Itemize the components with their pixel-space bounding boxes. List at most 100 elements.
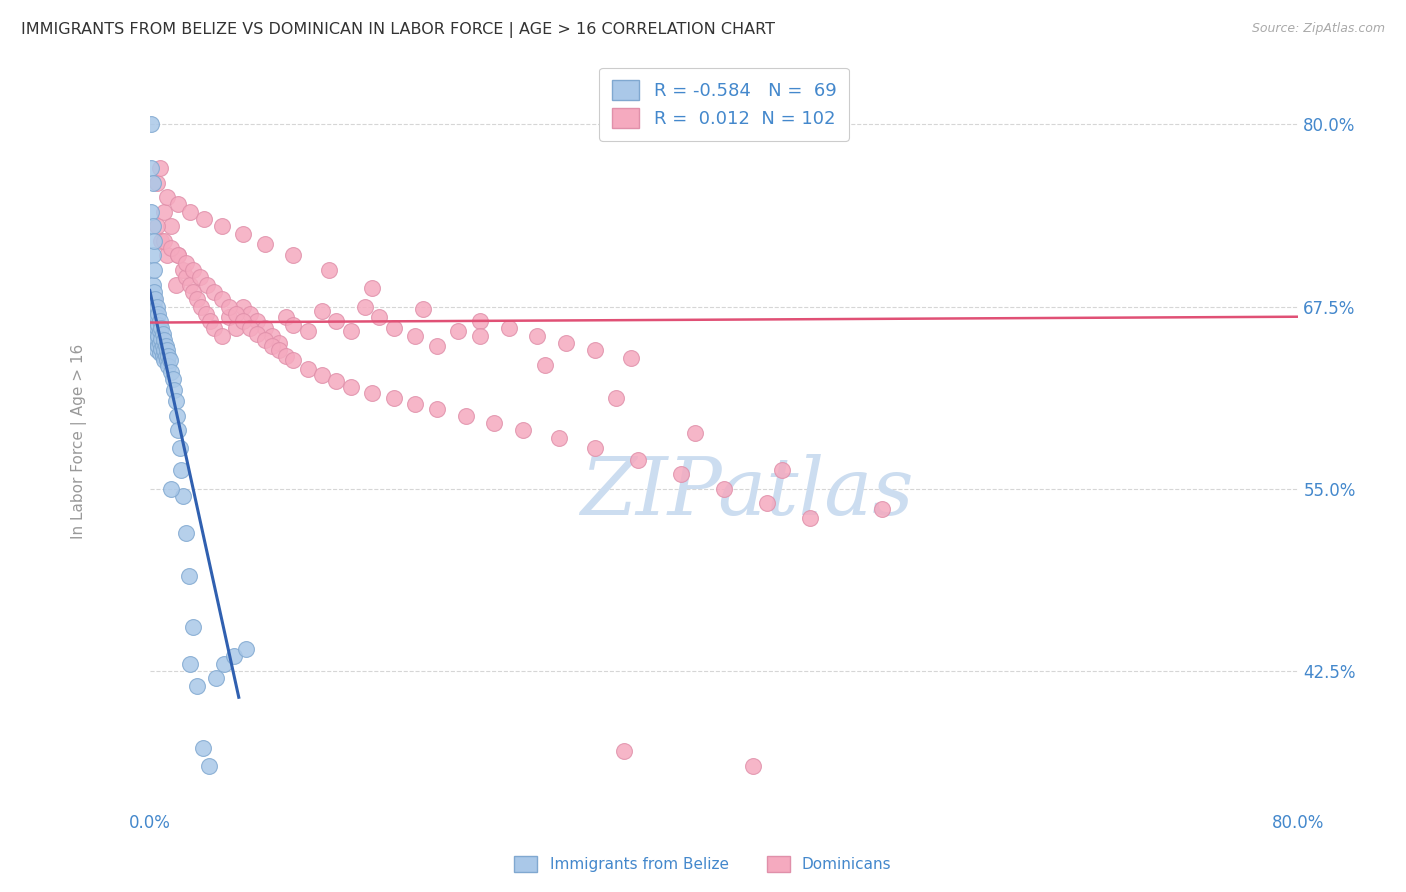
Point [583, 343, 606, 358]
Point [239, 321, 262, 335]
Point [669, 467, 692, 482]
Point [232, 314, 254, 328]
Point [143, 263, 166, 277]
Point [297, 362, 319, 376]
Point [620, 351, 643, 365]
Legend: R = -0.584   N =  69, R =  0.012  N = 102: R = -0.584 N = 69, R = 0.012 N = 102 [599, 68, 849, 141]
Point [152, 339, 174, 353]
Point [267, 343, 290, 358]
Point [870, 502, 893, 516]
Point [181, 620, 204, 634]
Point [149, 335, 172, 350]
Point [146, 219, 169, 234]
Point [153, 333, 176, 347]
Point [167, 424, 190, 438]
Point [613, 744, 636, 758]
Point [143, 310, 166, 324]
Point [225, 321, 247, 335]
Point [156, 248, 179, 262]
Point [253, 236, 276, 251]
Point [156, 190, 179, 204]
Point [148, 328, 170, 343]
Point [191, 741, 214, 756]
Point [143, 300, 166, 314]
Point [153, 234, 176, 248]
Point [143, 321, 166, 335]
Point [211, 219, 233, 234]
Point [149, 346, 172, 360]
Point [149, 314, 172, 328]
Point [468, 328, 491, 343]
Point [181, 263, 204, 277]
Point [627, 452, 650, 467]
Point [179, 657, 201, 671]
Point [204, 671, 226, 685]
Point [146, 176, 169, 190]
Point [605, 392, 627, 406]
Point [143, 292, 166, 306]
Point [202, 285, 225, 299]
Point [447, 324, 470, 338]
Point [150, 342, 173, 356]
Point [142, 176, 165, 190]
Point [152, 327, 174, 342]
Point [548, 431, 571, 445]
Point [498, 321, 520, 335]
Point [146, 300, 169, 314]
Point [354, 300, 377, 314]
Point [153, 204, 176, 219]
Point [583, 441, 606, 455]
Point [160, 241, 183, 255]
Point [190, 300, 212, 314]
Point [756, 496, 779, 510]
Point [235, 642, 257, 657]
Point [297, 324, 319, 338]
Point [148, 307, 170, 321]
Point [382, 392, 405, 406]
Text: IMMIGRANTS FROM BELIZE VS DOMINICAN IN LABOR FORCE | AGE > 16 CORRELATION CHART: IMMIGRANTS FROM BELIZE VS DOMINICAN IN L… [21, 22, 775, 38]
Point [246, 327, 269, 342]
Point [325, 374, 347, 388]
Point [148, 339, 170, 353]
Point [157, 349, 180, 363]
Y-axis label: In Labor Force | Age > 16: In Labor Force | Age > 16 [72, 343, 87, 539]
Point [426, 401, 449, 416]
Point [186, 679, 208, 693]
Point [311, 304, 333, 318]
Point [148, 318, 170, 333]
Point [283, 248, 305, 262]
Point [150, 332, 173, 346]
Point [382, 321, 405, 335]
Legend: Immigrants from Belize, Dominicans: Immigrants from Belize, Dominicans [506, 848, 900, 880]
Point [246, 314, 269, 328]
Point [741, 759, 763, 773]
Point [225, 307, 247, 321]
Point [276, 310, 298, 324]
Point [142, 277, 165, 292]
Point [232, 300, 254, 314]
Point [526, 328, 548, 343]
Point [283, 318, 305, 333]
Point [155, 339, 177, 353]
Point [150, 321, 173, 335]
Point [404, 397, 426, 411]
Point [177, 569, 200, 583]
Point [239, 307, 262, 321]
Point [149, 161, 172, 175]
Point [141, 161, 163, 175]
Point [149, 324, 172, 338]
Point [172, 263, 194, 277]
Point [163, 383, 186, 397]
Point [339, 380, 361, 394]
Point [555, 335, 578, 350]
Point [162, 372, 184, 386]
Point [267, 335, 290, 350]
Point [253, 333, 276, 347]
Point [211, 328, 233, 343]
Point [179, 204, 201, 219]
Point [412, 302, 434, 317]
Point [368, 310, 391, 324]
Point [179, 277, 201, 292]
Point [260, 339, 283, 353]
Point [146, 310, 169, 324]
